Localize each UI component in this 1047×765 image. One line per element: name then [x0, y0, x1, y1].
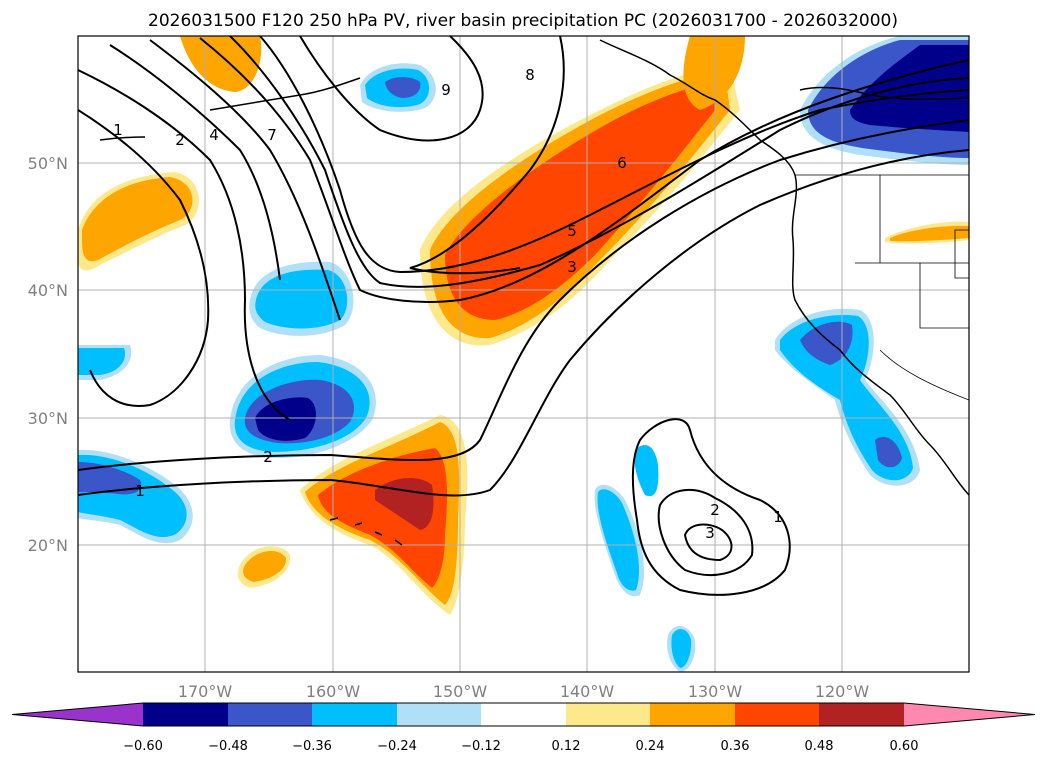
colorbar-segment	[819, 703, 904, 726]
pv-label: 6	[617, 154, 627, 172]
lon-label: 160°W	[306, 682, 361, 701]
colorbar-tick: 0.48	[805, 739, 834, 754]
colorbar-segment	[228, 703, 312, 726]
colorbar-under-triangle	[12, 703, 143, 726]
lon-label: 120°W	[815, 682, 870, 701]
map-frame	[77, 35, 970, 673]
pv-label: 2	[175, 131, 185, 149]
pv-label: 7	[267, 126, 277, 144]
colorbar-over-triangle	[904, 703, 1035, 726]
pv-label: 2	[263, 448, 273, 466]
colorbar-tick: 0.12	[552, 739, 581, 754]
lat-label: 20°N	[28, 536, 68, 555]
lat-label: 40°N	[28, 281, 68, 300]
colorbar-segment	[650, 703, 735, 726]
pv-contours	[78, 36, 969, 596]
lat-label: 50°N	[28, 154, 68, 173]
pv-label: 1	[773, 508, 783, 526]
pv-label: 3	[705, 524, 715, 542]
lon-label: 150°W	[433, 682, 488, 701]
pv-label: 1	[113, 121, 123, 139]
figure-title: 2026031500 F120 250 hPa PV, river basin …	[148, 11, 898, 31]
gridlines	[78, 36, 969, 672]
lon-label: 130°W	[688, 682, 743, 701]
colorbar: −0.60 −0.48 −0.36 −0.24 −0.12 0.12 0.24 …	[11, 702, 1036, 754]
colorbar-segment	[143, 703, 228, 726]
colorbar-segment	[397, 703, 481, 726]
colorbar-tick: 0.60	[890, 739, 919, 754]
colorbar-tick: −0.12	[461, 739, 501, 754]
colorbar-tick: 0.24	[636, 739, 665, 754]
pv-label: 1	[135, 482, 145, 500]
lon-label: 140°W	[560, 682, 615, 701]
colorbar-segment	[481, 703, 566, 726]
colorbar-ticks: −0.60 −0.48 −0.36 −0.24 −0.12 0.12 0.24 …	[123, 739, 918, 754]
lon-label: 170°W	[178, 682, 233, 701]
colorbar-tick: −0.24	[377, 739, 417, 754]
map-area: 1 2 4 7 9 8 6 5 3 2 1 1 2 3	[78, 36, 969, 672]
colorbar-segment	[566, 703, 650, 726]
pv-label: 4	[209, 126, 219, 144]
pv-label: 9	[441, 81, 451, 99]
pv-label: 3	[567, 258, 577, 276]
positive-shading	[78, 36, 969, 615]
colorbar-tick: −0.60	[123, 739, 163, 754]
pv-label: 2	[710, 501, 720, 519]
colorbar-tick: −0.48	[208, 739, 248, 754]
colorbar-segment	[735, 703, 819, 726]
colorbar-tick: 0.36	[721, 739, 750, 754]
lat-label: 30°N	[28, 409, 68, 428]
colorbar-tick: −0.36	[292, 739, 332, 754]
colorbar-segment	[312, 703, 397, 726]
contour-labels: 1 2 4 7 9 8 6 5 3 2 1 1 2 3	[113, 66, 783, 542]
pv-label: 8	[525, 66, 535, 84]
pv-label: 5	[567, 222, 577, 240]
lon-labels: 170°W 160°W 150°W 140°W 130°W 120°W	[178, 682, 870, 701]
lat-labels: 50°N 40°N 30°N 20°N	[28, 154, 68, 555]
